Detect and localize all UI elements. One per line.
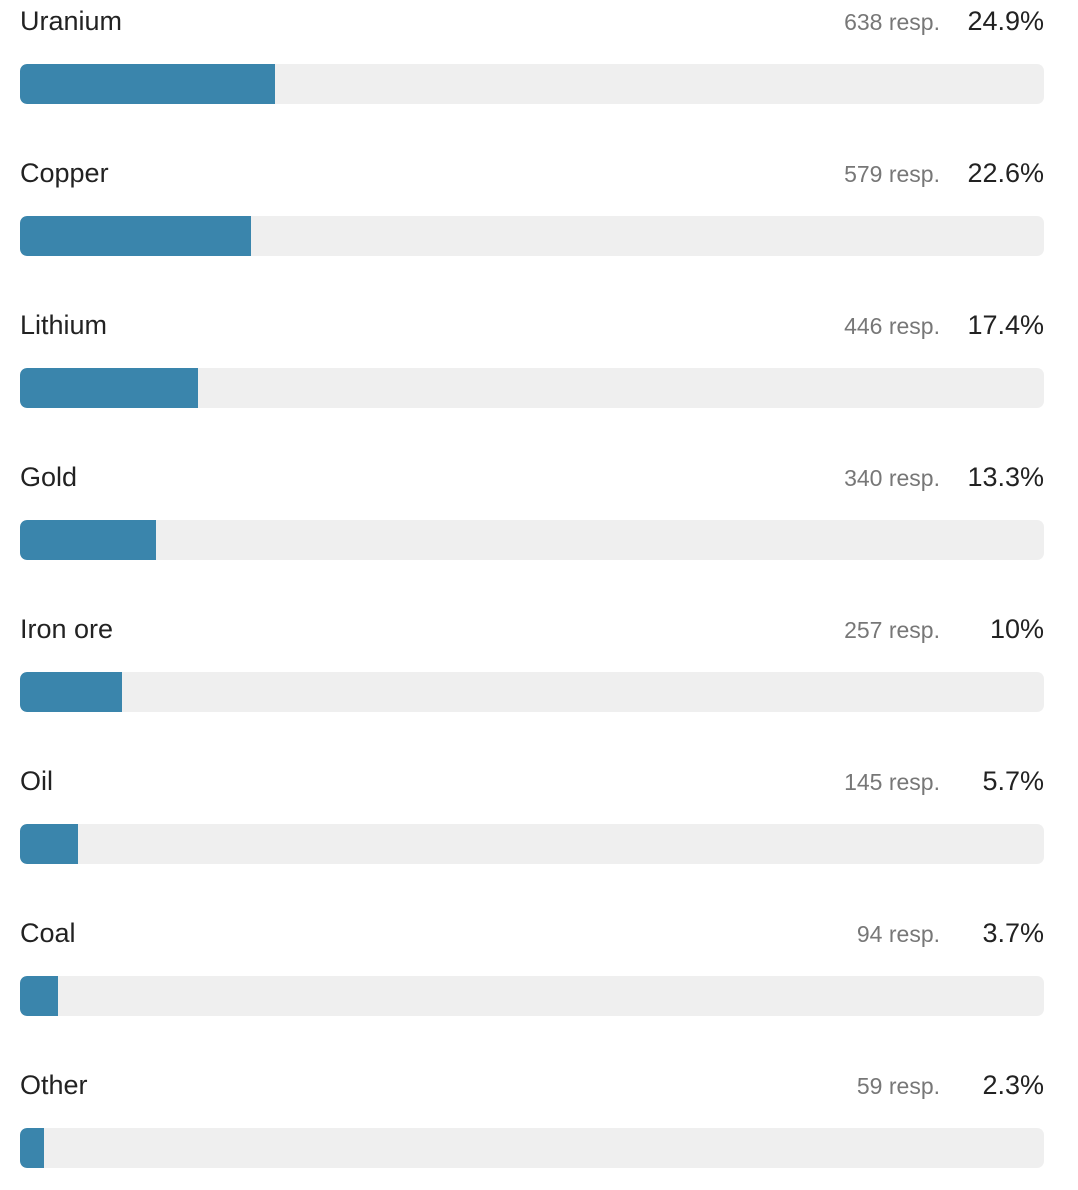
- option-label: Oil: [20, 766, 53, 796]
- bar-fill: [20, 824, 79, 864]
- bar-track: [20, 520, 1044, 560]
- percent-label: 22.6%: [967, 158, 1044, 188]
- bar-fill: [20, 672, 123, 712]
- bar-track: [20, 1128, 1044, 1168]
- result-stats: 340 resp. 13.3%: [844, 460, 1044, 494]
- percent-label: 3.7%: [982, 918, 1044, 948]
- percent-label: 17.4%: [967, 310, 1044, 340]
- bar-fill: [20, 64, 275, 104]
- bar-track: [20, 368, 1044, 408]
- response-count: 446 resp.: [844, 313, 940, 339]
- response-count: 59 resp.: [856, 1073, 940, 1099]
- response-count: 340 resp.: [844, 465, 940, 491]
- response-count: 145 resp.: [844, 769, 940, 795]
- result-stats: 94 resp. 3.7%: [857, 916, 1044, 950]
- result-stats: 257 resp. 10%: [844, 612, 1044, 646]
- result-row: Copper 579 resp. 22.6%: [20, 152, 1044, 262]
- option-label: Iron ore: [20, 614, 114, 644]
- bar-track: [20, 64, 1044, 104]
- option-label: Uranium: [20, 6, 123, 36]
- option-label: Gold: [20, 462, 78, 492]
- response-count: 579 resp.: [844, 161, 940, 187]
- bar-track: [20, 672, 1044, 712]
- percent-label: 13.3%: [967, 462, 1044, 492]
- result-stats: 446 resp. 17.4%: [844, 308, 1044, 342]
- bar-track: [20, 824, 1044, 864]
- response-count: 638 resp.: [844, 9, 940, 35]
- response-count: 94 resp.: [856, 921, 940, 947]
- result-row: Gold 340 resp. 13.3%: [20, 456, 1044, 566]
- bar-track: [20, 976, 1044, 1016]
- result-row: Oil 145 resp. 5.7%: [20, 760, 1044, 870]
- bar-fill: [20, 368, 199, 408]
- percent-label: 5.7%: [982, 766, 1044, 796]
- result-row: Coal 94 resp. 3.7%: [20, 912, 1044, 1022]
- result-stats: 579 resp. 22.6%: [844, 156, 1044, 190]
- result-row: Other 59 resp. 2.3%: [20, 1064, 1044, 1174]
- result-stats: 59 resp. 2.3%: [857, 1068, 1044, 1102]
- result-stats: 145 resp. 5.7%: [844, 764, 1044, 798]
- response-count: 257 resp.: [844, 617, 940, 643]
- percent-label: 24.9%: [967, 6, 1044, 36]
- option-label: Other: [20, 1070, 88, 1100]
- option-label: Lithium: [20, 310, 108, 340]
- bar-fill: [20, 216, 252, 256]
- result-row: Iron ore 257 resp. 10%: [20, 608, 1044, 718]
- percent-label: 2.3%: [982, 1070, 1044, 1100]
- bar-fill: [20, 976, 58, 1016]
- result-stats: 638 resp. 24.9%: [844, 4, 1044, 38]
- option-label: Coal: [20, 918, 76, 948]
- bar-track: [20, 216, 1044, 256]
- percent-label: 10%: [989, 614, 1044, 644]
- bar-fill: [20, 520, 157, 560]
- result-row: Uranium 638 resp. 24.9%: [20, 0, 1044, 110]
- bar-fill: [20, 1128, 44, 1168]
- result-row: Lithium 446 resp. 17.4%: [20, 304, 1044, 414]
- option-label: Copper: [20, 158, 109, 188]
